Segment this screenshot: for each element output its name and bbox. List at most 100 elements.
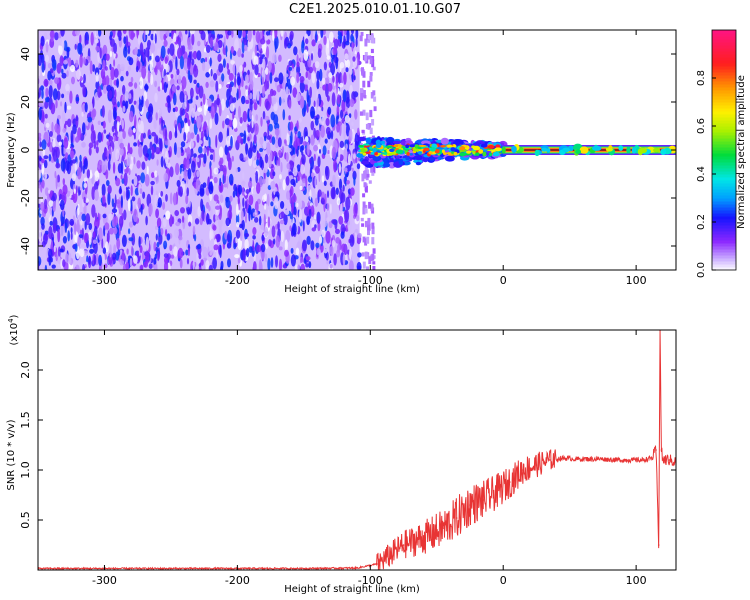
snr-point	[402, 544, 405, 546]
heatmap-cell	[440, 137, 449, 145]
heatmap-cell	[41, 223, 45, 230]
heatmap-cell	[71, 76, 75, 85]
colorbar-swatch	[712, 105, 736, 109]
colorbar-swatch	[712, 66, 736, 70]
heatmap-cell	[357, 127, 360, 136]
colorbar-swatch	[712, 249, 736, 253]
heatmap-cell	[38, 203, 41, 208]
heatmap-cell	[163, 81, 168, 93]
heatmap-cell	[71, 159, 77, 164]
heatmap-cell	[187, 57, 191, 71]
heatmap-cell	[293, 46, 298, 56]
heatmap-cell	[140, 132, 144, 143]
heatmap-cell	[275, 255, 278, 268]
heatmap-cell	[203, 136, 206, 142]
heatmap-cell	[364, 251, 368, 260]
heatmap-cell	[446, 152, 452, 155]
heatmap-cell	[176, 85, 180, 91]
heatmap-cell	[237, 30, 242, 39]
heatmap-cell	[144, 47, 150, 58]
heatmap-cell	[269, 71, 273, 84]
heatmap-cell	[89, 169, 92, 176]
heatmap-cell	[343, 30, 348, 36]
heatmap-cell	[210, 105, 216, 118]
heatmap-cell	[562, 147, 570, 153]
heatmap-cell	[310, 240, 315, 251]
colorbar-swatch	[712, 120, 736, 124]
heatmap-cell	[44, 100, 49, 109]
heatmap-cell	[40, 35, 45, 47]
heatmap-cell	[280, 201, 285, 209]
heatmap-cell	[248, 246, 253, 253]
heatmap-cell	[340, 231, 345, 239]
heatmap-cell	[264, 135, 267, 142]
heatmap-cell	[205, 72, 210, 78]
heatmap-cell	[333, 73, 336, 87]
heatmap-cell	[364, 55, 368, 62]
heatmap-cell	[266, 142, 271, 155]
heatmap-cell	[348, 260, 354, 270]
heatmap-cell	[130, 76, 134, 83]
heatmap-cell	[344, 53, 349, 60]
heatmap-cell	[324, 138, 328, 144]
heatmap-cell	[175, 221, 181, 227]
heatmap-cell	[160, 45, 166, 59]
heatmap-cell	[55, 252, 58, 262]
heatmap-cell	[313, 144, 319, 152]
heatmap-cell	[266, 80, 270, 90]
heatmap-cell	[39, 148, 42, 156]
heatmap-cell	[127, 142, 131, 153]
heatmap-cell	[349, 234, 355, 247]
colorbar-tick-label: 0.0	[696, 262, 707, 278]
heatmap-cell	[310, 172, 315, 178]
heatmap-cell	[453, 151, 458, 156]
heatmap-cell	[374, 162, 379, 167]
heatmap-cell	[191, 160, 196, 173]
heatmap-cell	[179, 175, 182, 181]
heatmap-cell	[227, 30, 232, 36]
heatmap-cell	[105, 229, 108, 234]
snr-point	[628, 459, 631, 461]
heatmap-cell	[373, 106, 377, 112]
heatmap-cell	[134, 82, 138, 89]
snr-point	[416, 539, 418, 541]
heatmap-cell	[226, 233, 231, 243]
heatmap-cell	[306, 216, 311, 225]
heatmap-cell	[148, 263, 153, 270]
heatmap-cell	[63, 40, 68, 52]
heatmap-cell	[356, 163, 361, 170]
heatmap-cell	[575, 149, 581, 155]
heatmap-cell	[213, 41, 219, 51]
heatmap-cell	[255, 30, 261, 44]
heatmap-cell	[344, 115, 350, 124]
heatmap-cell	[353, 176, 356, 186]
heatmap-cell	[43, 155, 49, 160]
heatmap-cell	[321, 106, 324, 112]
heatmap-cell	[363, 182, 367, 188]
heatmap-cell	[372, 165, 376, 174]
heatmap-cell	[228, 119, 233, 128]
heatmap-cell	[332, 46, 338, 56]
colorbar-frame	[711, 29, 737, 271]
heatmap-cell	[357, 252, 362, 258]
heatmap-cell	[126, 248, 129, 255]
heatmap-cell	[278, 246, 283, 251]
heatmap-cell	[179, 258, 183, 269]
heatmap-cell	[108, 145, 112, 154]
heatmap-cell	[303, 49, 309, 61]
snr-point	[562, 457, 564, 459]
heatmap-cell	[88, 237, 92, 245]
heatmap-cell	[180, 207, 185, 214]
heatmap-cell	[169, 192, 173, 205]
heatmap-cell	[218, 83, 222, 89]
snr-point	[429, 534, 431, 536]
heatmap-cell	[186, 159, 190, 170]
heatmap-cell	[75, 97, 80, 102]
heatmap-cell	[159, 30, 165, 41]
heatmap-cell	[393, 144, 399, 148]
heatmap-cell	[97, 212, 100, 227]
heatmap-cell	[88, 223, 93, 230]
heatmap-cell	[133, 142, 138, 147]
heatmap-cell	[79, 190, 81, 195]
heatmap-cell	[82, 122, 86, 136]
